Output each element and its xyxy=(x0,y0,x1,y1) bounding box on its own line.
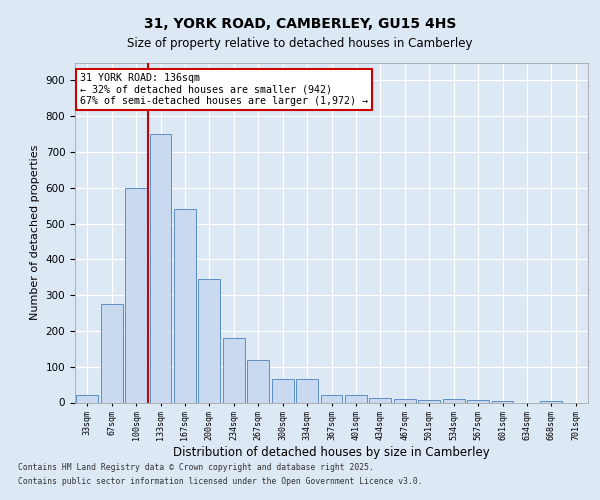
Bar xyxy=(149,134,172,402)
Bar xyxy=(223,338,245,402)
Text: 31, YORK ROAD, CAMBERLEY, GU15 4HS: 31, YORK ROAD, CAMBERLEY, GU15 4HS xyxy=(144,18,456,32)
Text: Size of property relative to detached houses in Camberley: Size of property relative to detached ho… xyxy=(127,38,473,51)
Bar xyxy=(247,360,269,403)
Bar xyxy=(541,400,562,402)
Bar xyxy=(370,398,391,402)
Bar xyxy=(394,399,416,402)
Text: 31 YORK ROAD: 136sqm
← 32% of detached houses are smaller (942)
67% of semi-deta: 31 YORK ROAD: 136sqm ← 32% of detached h… xyxy=(80,72,368,106)
Bar xyxy=(443,399,464,402)
X-axis label: Distribution of detached houses by size in Camberley: Distribution of detached houses by size … xyxy=(173,446,490,458)
Bar xyxy=(199,279,220,402)
Bar xyxy=(345,396,367,402)
Bar xyxy=(272,378,293,402)
Bar xyxy=(125,188,147,402)
Text: Contains HM Land Registry data © Crown copyright and database right 2025.: Contains HM Land Registry data © Crown c… xyxy=(18,464,374,472)
Bar xyxy=(296,378,318,402)
Bar xyxy=(76,396,98,402)
Bar xyxy=(101,304,122,402)
Bar xyxy=(467,400,489,402)
Bar xyxy=(491,400,514,402)
Bar xyxy=(320,394,343,402)
Text: Contains public sector information licensed under the Open Government Licence v3: Contains public sector information licen… xyxy=(18,477,422,486)
Y-axis label: Number of detached properties: Number of detached properties xyxy=(30,145,40,320)
Bar xyxy=(418,400,440,402)
Bar xyxy=(174,209,196,402)
